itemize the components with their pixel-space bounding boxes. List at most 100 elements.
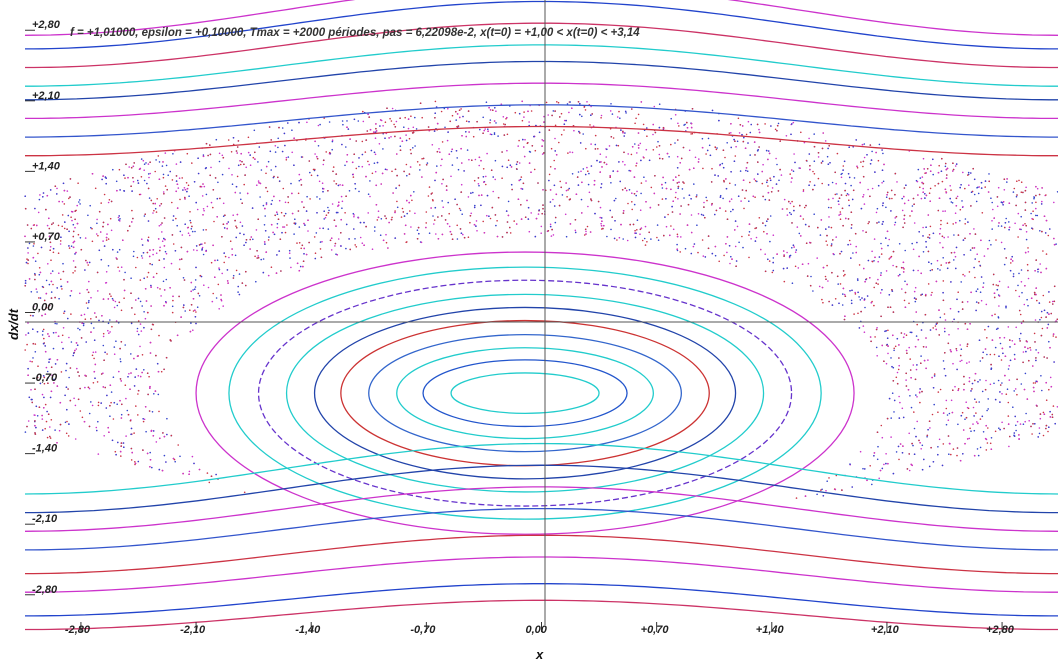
- sea-point: [487, 130, 489, 132]
- sea-point: [131, 451, 133, 454]
- sea-point: [832, 239, 834, 241]
- sea-point: [675, 176, 677, 178]
- sea-point: [990, 448, 993, 451]
- sea-point: [857, 279, 859, 282]
- sea-point: [348, 190, 351, 192]
- sea-point: [891, 289, 893, 291]
- sea-point: [1032, 423, 1034, 425]
- sea-point: [839, 283, 842, 285]
- sea-point: [190, 304, 193, 306]
- sea-point: [912, 364, 915, 366]
- sea-point: [961, 411, 964, 414]
- sea-point: [795, 497, 798, 499]
- sea-point: [108, 199, 111, 201]
- sea-point: [893, 224, 896, 226]
- sea-point: [335, 183, 338, 185]
- sea-point: [693, 167, 695, 169]
- sea-point: [1045, 219, 1048, 222]
- sea-point: [447, 201, 450, 204]
- sea-point: [287, 156, 290, 158]
- sea-point: [952, 448, 955, 450]
- sea-point: [772, 257, 775, 259]
- sea-point: [884, 330, 886, 333]
- sea-point: [914, 286, 917, 289]
- sea-point: [903, 218, 905, 220]
- sea-point: [817, 177, 820, 180]
- sea-point: [964, 418, 966, 421]
- sea-point: [118, 248, 121, 251]
- sea-point: [987, 408, 989, 410]
- sea-point: [998, 280, 1001, 283]
- sea-point: [116, 258, 118, 260]
- sea-point: [346, 126, 348, 128]
- sea-point: [977, 302, 980, 304]
- sea-point: [615, 197, 617, 200]
- sea-point: [839, 252, 841, 255]
- sea-point: [147, 220, 150, 222]
- sea-point: [813, 145, 816, 148]
- sea-point: [237, 140, 240, 142]
- sea-point: [319, 241, 322, 243]
- sea-point: [24, 431, 27, 433]
- sea-point: [96, 222, 98, 225]
- sea-point: [465, 135, 468, 138]
- sea-point: [851, 289, 853, 292]
- sea-point: [789, 211, 791, 214]
- sea-point: [849, 243, 852, 246]
- sea-point: [172, 243, 175, 245]
- sea-point: [726, 218, 729, 220]
- sea-point: [755, 227, 758, 229]
- sea-point: [901, 407, 904, 410]
- sea-point: [928, 465, 931, 468]
- sea-point: [1034, 341, 1036, 343]
- sea-point: [984, 388, 987, 391]
- sea-point: [102, 221, 105, 224]
- sea-point: [942, 257, 944, 259]
- sea-point: [521, 100, 523, 103]
- sea-point: [1052, 333, 1055, 335]
- sea-point: [511, 188, 513, 191]
- sea-point: [205, 229, 207, 231]
- sea-point: [980, 276, 983, 278]
- sea-point: [400, 216, 403, 218]
- sea-point: [55, 331, 57, 334]
- sea-point: [705, 196, 707, 199]
- sea-point: [771, 187, 774, 189]
- sea-point: [202, 214, 204, 216]
- sea-point: [981, 390, 984, 393]
- sea-point: [265, 202, 268, 204]
- sea-point: [990, 363, 992, 366]
- sea-point: [955, 349, 958, 352]
- sea-point: [792, 121, 795, 124]
- sea-point: [506, 231, 508, 234]
- sea-point: [130, 166, 133, 169]
- sea-point: [415, 128, 418, 130]
- sea-point: [842, 293, 844, 295]
- sea-point: [141, 244, 144, 246]
- sea-point: [609, 176, 611, 178]
- sea-point: [409, 149, 412, 151]
- sea-point: [646, 241, 648, 243]
- sea-point: [139, 375, 142, 378]
- sea-point: [143, 326, 145, 329]
- sea-point: [79, 203, 81, 205]
- sea-point: [496, 235, 499, 238]
- sea-point: [998, 295, 1001, 297]
- sea-point: [137, 320, 140, 322]
- sea-point: [968, 184, 970, 186]
- sea-point: [334, 245, 336, 247]
- sea-point: [143, 179, 146, 182]
- sea-point: [652, 149, 655, 151]
- sea-point: [862, 230, 864, 232]
- sea-point: [375, 184, 378, 187]
- sea-point: [142, 420, 145, 423]
- sea-point: [54, 322, 56, 325]
- sea-point: [890, 357, 892, 359]
- sea-point: [289, 257, 291, 259]
- sea-point: [948, 412, 951, 415]
- sea-point: [830, 226, 833, 229]
- sea-point: [997, 225, 1000, 227]
- sea-point: [61, 200, 64, 203]
- sea-point: [989, 383, 992, 386]
- sea-point: [61, 334, 64, 337]
